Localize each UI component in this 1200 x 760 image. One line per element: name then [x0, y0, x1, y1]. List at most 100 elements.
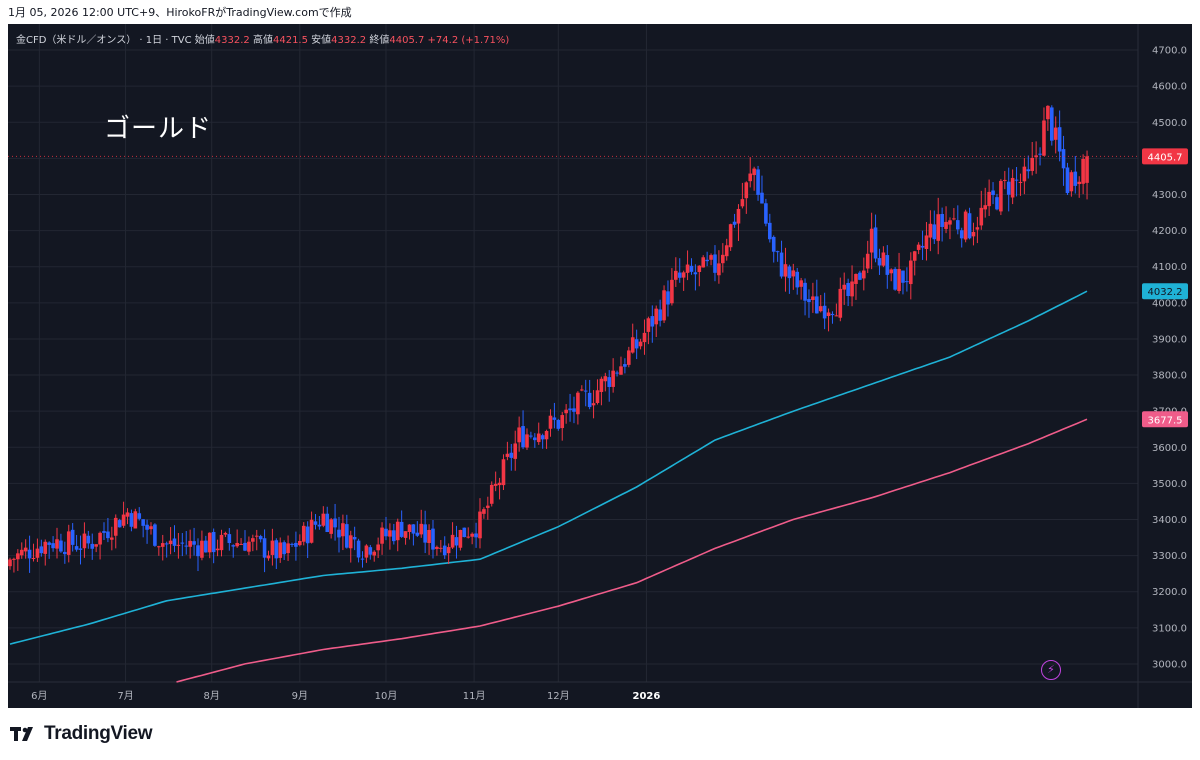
candle-body: [583, 390, 588, 392]
candle-body: [474, 533, 478, 538]
candle-body: [251, 538, 255, 542]
candle-body: [924, 235, 929, 249]
candle-body: [368, 547, 373, 555]
candle-body: [670, 279, 674, 304]
candle-body: [399, 521, 404, 537]
candle-body: [137, 513, 142, 519]
candle-body: [721, 254, 725, 264]
candle-body: [517, 427, 521, 443]
candle-body: [1077, 181, 1082, 185]
candle-body: [521, 426, 525, 448]
candle-body: [74, 546, 79, 550]
candle-body: [125, 512, 130, 517]
legend-open-value: 4332.2: [214, 35, 250, 46]
candle-body: [364, 545, 369, 558]
candle-body: [1042, 120, 1046, 156]
candle-body: [23, 547, 28, 552]
overlay-title: ゴールド: [104, 114, 213, 144]
candle-body: [893, 268, 897, 290]
candle-body: [744, 182, 749, 199]
candle-body: [1049, 107, 1054, 141]
candle-body: [1006, 181, 1011, 195]
candle-body: [117, 520, 122, 528]
candle-body: [1018, 181, 1023, 183]
candle-body: [466, 536, 471, 538]
candle-body: [411, 524, 416, 534]
candle-body: [885, 255, 890, 275]
candle-body: [231, 545, 236, 547]
candle-body: [752, 168, 756, 176]
candle-body: [254, 535, 259, 537]
candle-body: [188, 540, 192, 547]
candle-body: [705, 259, 709, 262]
candle-body: [568, 408, 572, 411]
candle-body: [536, 433, 541, 443]
candle-body: [717, 263, 721, 276]
candle-body: [427, 529, 431, 544]
candle-body: [43, 541, 48, 554]
candle-body: [493, 483, 498, 486]
candle-body: [489, 484, 494, 504]
candle-body: [59, 540, 63, 552]
candle-body: [482, 509, 486, 514]
candle-body: [826, 312, 831, 317]
candle-body: [564, 409, 568, 414]
legend-low-value: 4332.2: [331, 35, 367, 46]
candle-body: [200, 540, 204, 558]
candle-body: [775, 251, 780, 253]
candle-body: [223, 532, 228, 535]
candle-body: [1030, 157, 1035, 171]
candle-body: [505, 453, 510, 457]
lightning-icon[interactable]: ⚡: [1041, 660, 1061, 680]
candle-body: [113, 517, 118, 536]
last-price-badge: 4405.7: [1148, 152, 1183, 163]
candle-body: [8, 559, 12, 567]
candle-body: [12, 558, 16, 560]
candle-body: [106, 531, 110, 539]
candle-body: [321, 513, 326, 526]
price-chart[interactable]: 4700.04600.04500.04400.04300.04200.04100…: [8, 24, 1192, 708]
candle-body: [149, 526, 153, 530]
candle-body: [247, 541, 251, 552]
candle-body: [439, 547, 443, 549]
candle-body: [905, 281, 909, 283]
candle-body: [627, 350, 631, 365]
candle-body: [39, 546, 44, 554]
candle-body: [219, 534, 224, 551]
candle-body: [615, 372, 619, 374]
candle-body: [959, 230, 964, 239]
candle-body: [685, 264, 690, 273]
candle-body: [877, 258, 882, 266]
legend-symbol: 金CFD（米ドル／オンス） · 1日 · TVC: [16, 35, 192, 46]
candle-body: [646, 318, 651, 332]
candle-body: [31, 558, 36, 560]
candle-body: [470, 533, 474, 537]
candle-body: [305, 526, 310, 544]
candle-body: [783, 264, 788, 277]
candle-body: [294, 542, 298, 547]
candle-body: [290, 543, 294, 545]
ma-fast-badge-bg: [1142, 283, 1188, 300]
candle-body: [1057, 127, 1062, 152]
candle-body: [1026, 169, 1031, 172]
candle-body: [862, 270, 866, 279]
candle-body: [658, 309, 662, 321]
candle-body: [1038, 153, 1042, 155]
candle-body: [78, 548, 83, 550]
y-tick-label: 3800.0: [1152, 371, 1187, 382]
candle-body: [650, 316, 655, 327]
y-tick-label: 4100.0: [1152, 262, 1187, 273]
candle-body: [19, 549, 24, 556]
x-tick-label: 9月: [292, 690, 308, 702]
candle-body: [196, 545, 200, 557]
candle-body: [638, 341, 643, 347]
candle-body: [771, 236, 776, 252]
candle-body: [842, 284, 847, 290]
x-tick-label: 8月: [204, 690, 220, 702]
chart-area[interactable]: 4700.04600.04500.04400.04300.04200.04100…: [8, 24, 1192, 708]
y-tick-label: 4200.0: [1152, 226, 1187, 237]
candle-body: [987, 191, 991, 207]
candle-body: [1085, 156, 1089, 183]
candle-body: [372, 551, 377, 556]
candle-body: [803, 282, 807, 301]
